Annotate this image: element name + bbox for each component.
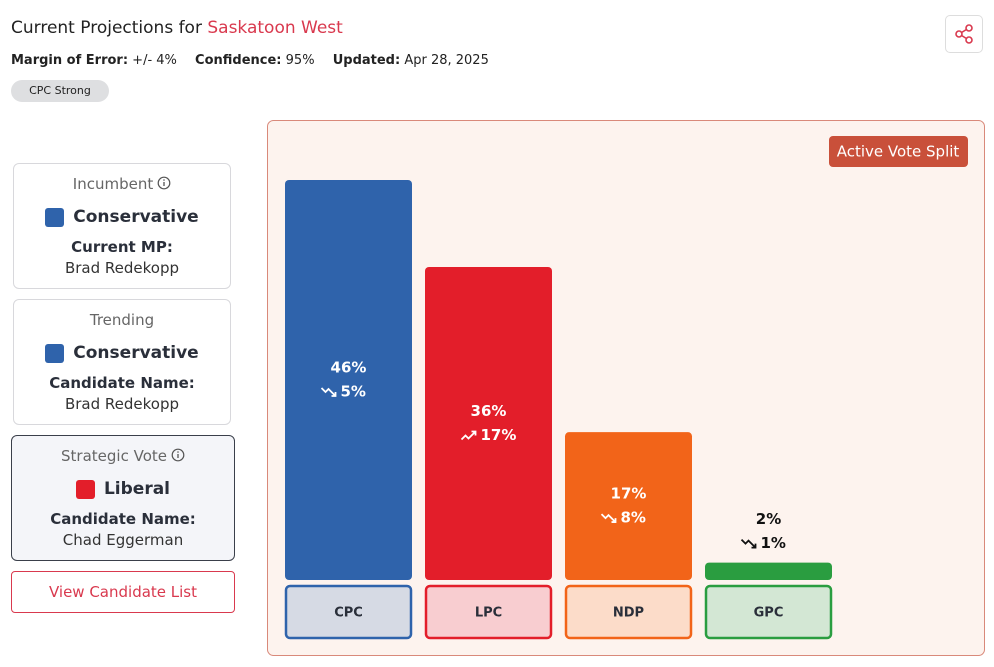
chart-badge: Active Vote Split [837, 143, 960, 161]
chart: Active Vote Split CPC 46% 5% LPC 36% 17% NDP 17… [267, 120, 985, 656]
change-label: 17% [481, 426, 517, 444]
card-name: Brad Redekopp [64, 259, 180, 277]
trend-arrow [600, 513, 617, 523]
category-label: CPC [334, 606, 363, 621]
category-box [424, 584, 553, 640]
change-label: 5% [341, 383, 366, 401]
confidence-label: Confidence: [195, 53, 282, 68]
title-row: Current Projections for Saskatoon West [11, 18, 343, 38]
chart-badge-bg [829, 136, 968, 167]
margin-value: +/- 4% [132, 53, 177, 68]
party-row: Conservative [14, 343, 230, 363]
category-box [564, 584, 693, 640]
party-name: Conservative [73, 207, 199, 227]
category-label: LPC [475, 606, 502, 621]
party-swatch [75, 479, 95, 499]
party-row: Conservative [14, 207, 230, 227]
card-name: Chad Eggerman [62, 531, 184, 549]
margin-label: Margin of Error: [11, 53, 129, 68]
value-label: 2% [756, 510, 781, 528]
info-icon [171, 448, 185, 462]
updated-label: Updated: [332, 53, 401, 68]
card-title-row: Strategic Vote [12, 447, 234, 467]
card-label: Current MP: [71, 238, 173, 256]
trend-arrow [740, 538, 757, 549]
category-label: NDP [613, 606, 644, 621]
party-row: Liberal [12, 479, 234, 499]
updated-value: Apr 28, 2025 [404, 53, 489, 68]
card-label: Candidate Name: [50, 510, 196, 528]
category-box [704, 584, 833, 640]
status-badge: CPC Strong [11, 80, 109, 102]
info-card: Incumbent Conservative Current MP: Brad Red… [13, 163, 231, 289]
change-label: 8% [621, 509, 646, 527]
bar [285, 180, 412, 580]
confidence-value: 95% [285, 53, 315, 68]
bar [705, 562, 832, 580]
bar [565, 432, 692, 580]
category-box [284, 584, 413, 640]
meta-row: Margin of Error: +/- 4% Confidence: 95% … [11, 53, 489, 68]
share-button[interactable] [945, 15, 983, 53]
info-card: Trending Conservative Candidate Name: Brad … [13, 299, 231, 425]
value-label: 36% [471, 402, 507, 420]
card-title-row: Trending [14, 311, 230, 331]
card-name: Brad Redekopp [64, 395, 180, 413]
party-swatch [45, 343, 65, 363]
party-swatch [45, 207, 65, 227]
trend-arrow [460, 430, 477, 441]
party-name: Conservative [73, 343, 199, 363]
category-label: GPC [754, 606, 784, 621]
card-title: Trending [89, 311, 155, 329]
card-label: Candidate Name: [49, 374, 195, 392]
riding: Saskatoon West [207, 18, 343, 38]
card-title: Incumbent [72, 175, 154, 193]
info-icon [157, 176, 171, 190]
change-label: 1% [761, 534, 786, 552]
share-icon [955, 24, 973, 44]
value-label: 46% [331, 359, 367, 377]
info-card: Strategic Vote Liberal Candidate Name: Chad… [11, 435, 235, 561]
view-candidate-button[interactable]: View Candidate List [11, 571, 235, 613]
party-name: Liberal [103, 479, 171, 499]
title: Current Projections for [11, 18, 202, 38]
card-title: Strategic Vote [61, 447, 167, 465]
value-label: 17% [611, 485, 647, 503]
card-title-row: Incumbent [14, 175, 230, 195]
trend-arrow [320, 387, 337, 397]
bar [425, 266, 552, 580]
